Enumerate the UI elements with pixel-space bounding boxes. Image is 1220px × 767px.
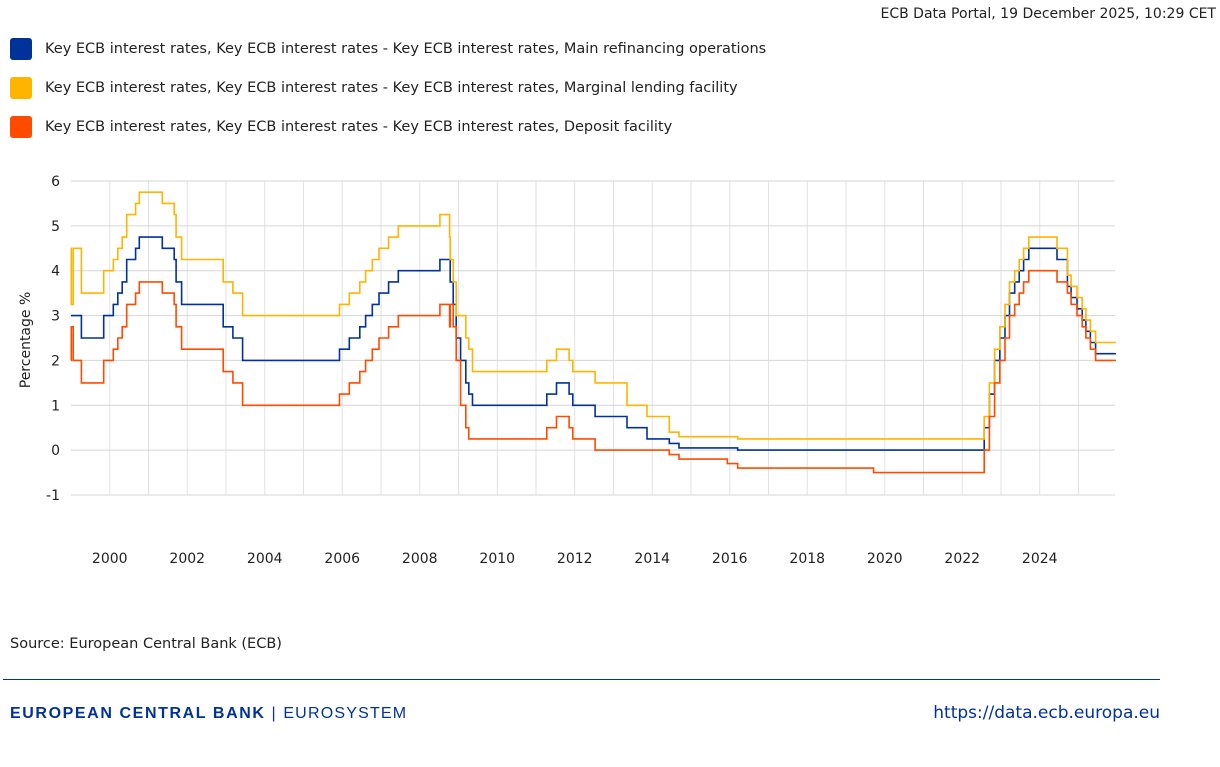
legend-swatch-mro bbox=[10, 37, 32, 60]
x-tick-label: 2020 bbox=[867, 551, 903, 567]
timestamp: ECB Data Portal, 19 December 2025, 10:29… bbox=[880, 6, 1217, 22]
y-ticks: -1 0 1 2 3 4 5 6 bbox=[46, 174, 60, 504]
x-tick-label: 2016 bbox=[712, 551, 748, 567]
legend: Key ECB interest rates, Key ECB interest… bbox=[10, 37, 766, 154]
x-tick-label: 2010 bbox=[479, 551, 515, 567]
legend-item-mlf[interactable]: Key ECB interest rates, Key ECB interest… bbox=[10, 76, 766, 115]
x-tick-label: 2022 bbox=[944, 551, 980, 567]
legend-label: Key ECB interest rates, Key ECB interest… bbox=[45, 118, 673, 135]
x-tick-label: 2008 bbox=[402, 551, 438, 567]
y-tick-label: 3 bbox=[51, 309, 60, 325]
y-tick-label: -1 bbox=[46, 488, 60, 504]
grid bbox=[71, 180, 1115, 496]
y-axis-label: Percentage % bbox=[18, 292, 34, 389]
series-lines bbox=[70, 191, 1116, 474]
footer-divider bbox=[3, 679, 1160, 680]
legend-swatch-df bbox=[10, 115, 32, 138]
y-tick-label: 2 bbox=[51, 353, 60, 369]
legend-item-df[interactable]: Key ECB interest rates, Key ECB interest… bbox=[10, 115, 766, 154]
x-tick-label: 2018 bbox=[789, 551, 825, 567]
x-tick-label: 2024 bbox=[1022, 551, 1058, 567]
ecb-data-portal-link[interactable]: https://data.ecb.europa.eu bbox=[933, 703, 1160, 723]
series-line-mlf bbox=[70, 191, 1116, 440]
y-tick-label: 0 bbox=[51, 443, 60, 459]
source-note: Source: European Central Bank (ECB) bbox=[10, 636, 282, 652]
x-tick-label: 2000 bbox=[92, 551, 128, 567]
y-tick-label: 6 bbox=[51, 174, 60, 190]
x-tick-label: 2006 bbox=[324, 551, 360, 567]
logo-sub: EUROSYSTEM bbox=[283, 705, 408, 722]
logo-main: EUROPEAN CENTRAL BANK bbox=[10, 705, 266, 722]
x-ticks: 2000 2002 2004 2006 2008 2010 2012 2014 2016 2018… bbox=[92, 551, 1058, 567]
legend-item-mro[interactable]: Key ECB interest rates, Key ECB interest… bbox=[10, 37, 766, 76]
series-line-mro bbox=[71, 236, 1116, 451]
y-tick-label: 5 bbox=[51, 219, 60, 235]
x-tick-label: 2002 bbox=[169, 551, 205, 567]
x-tick-label: 2004 bbox=[247, 551, 283, 567]
legend-label: Key ECB interest rates, Key ECB interest… bbox=[45, 79, 738, 96]
x-tick-label: 2012 bbox=[557, 551, 593, 567]
legend-swatch-mlf bbox=[10, 76, 32, 99]
x-tick-label: 2014 bbox=[634, 551, 670, 567]
y-tick-label: 1 bbox=[51, 398, 60, 414]
y-tick-label: 4 bbox=[51, 264, 60, 280]
legend-label: Key ECB interest rates, Key ECB interest… bbox=[45, 40, 767, 57]
series-line-df bbox=[70, 269, 1116, 474]
ecb-logo: EUROPEAN CENTRAL BANK | EUROSYSTEM bbox=[10, 705, 408, 722]
